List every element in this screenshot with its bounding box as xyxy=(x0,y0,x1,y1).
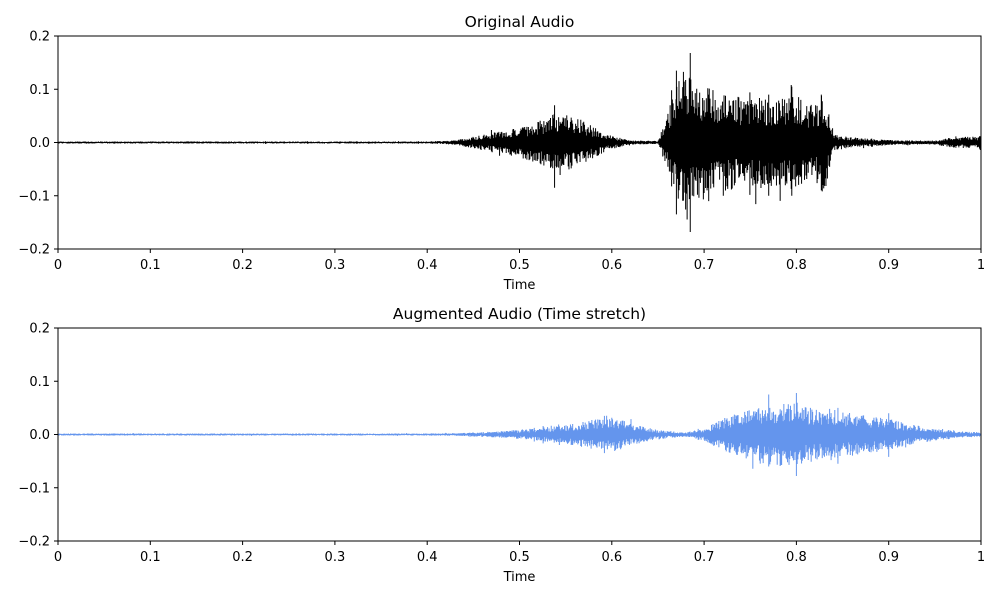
x-tick-label: 0.1 xyxy=(140,258,161,273)
waveform-series xyxy=(58,53,981,232)
y-tick-label: 0.2 xyxy=(29,322,50,337)
x-tick-label: 0.5 xyxy=(509,258,530,273)
x-tick-label: 0.5 xyxy=(509,550,530,565)
x-tick-label: 0.3 xyxy=(325,258,346,273)
x-tick-label: 0.8 xyxy=(786,258,807,273)
y-tick-label: 0.1 xyxy=(29,375,50,390)
x-axis-label: Time xyxy=(503,278,536,293)
x-tick-label: 0.8 xyxy=(786,550,807,565)
x-tick-label: 0.2 xyxy=(232,258,253,273)
x-tick-label: 0.9 xyxy=(878,550,899,565)
x-tick-label: 0.7 xyxy=(694,550,715,565)
x-tick-label: 0 xyxy=(54,550,62,565)
y-tick-label: −0.1 xyxy=(18,189,50,204)
chart-original-audio: 0 0.1 0.2 0.3 0.4 0.5 0.6 0.7 0.8 0.9 1 −0.2 −0.1 0.0… xyxy=(18,13,985,293)
x-tick-label: 0.6 xyxy=(601,550,622,565)
y-tick-label: 0.0 xyxy=(29,428,50,443)
x-tick-label: 1 xyxy=(977,258,985,273)
y-tick-label: 0.0 xyxy=(29,136,50,151)
chart-title: Augmented Audio (Time stretch) xyxy=(393,305,646,323)
x-tick-label: 0.4 xyxy=(417,550,438,565)
x-tick-label: 0.9 xyxy=(878,258,899,273)
x-tick-label: 0.1 xyxy=(140,550,161,565)
x-tick-label: 1 xyxy=(977,550,985,565)
y-tick-label: −0.1 xyxy=(18,481,50,496)
x-tick-label: 0.3 xyxy=(325,550,346,565)
chart-augmented-audio: 0 0.1 0.2 0.3 0.4 0.5 0.6 0.7 0.8 0.9 1 −0.2 −0.1 0.0… xyxy=(18,305,985,585)
y-tick-label: 0.2 xyxy=(29,30,50,45)
x-tick-label: 0.6 xyxy=(601,258,622,273)
chart-title: Original Audio xyxy=(465,13,575,31)
y-tick-label: −0.2 xyxy=(18,535,50,550)
x-tick-label: 0.7 xyxy=(694,258,715,273)
y-tick-label: 0.1 xyxy=(29,83,50,98)
x-tick-label: 0 xyxy=(54,258,62,273)
x-tick-label: 0.2 xyxy=(232,550,253,565)
x-axis-label: Time xyxy=(503,570,536,585)
x-tick-label: 0.4 xyxy=(417,258,438,273)
waveform-series xyxy=(58,392,981,477)
y-tick-label: −0.2 xyxy=(18,243,50,258)
